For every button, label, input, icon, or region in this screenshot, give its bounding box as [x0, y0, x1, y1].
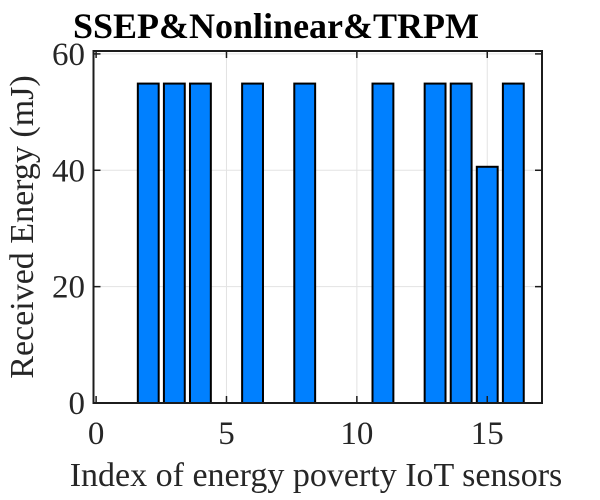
x-tick-label: 10	[340, 416, 373, 452]
bar	[136, 82, 160, 404]
bar	[371, 82, 395, 404]
bar	[188, 82, 212, 404]
y-tick-label: 0	[69, 386, 86, 422]
y-tick-label: 60	[52, 37, 85, 73]
y-tick-label: 40	[52, 153, 85, 189]
x-axis-label: Index of energy poverty IoT sensors	[70, 457, 563, 494]
axes-frame	[92, 50, 543, 404]
bar	[293, 82, 317, 404]
tick-labels: 0 5 10 15 0 20 40 60	[52, 37, 504, 452]
grid-layer	[93, 51, 542, 403]
tick-marks	[93, 51, 542, 404]
bar	[162, 82, 186, 404]
x-tick-label: 15	[471, 416, 504, 452]
bar	[423, 82, 447, 404]
bar-layer	[136, 82, 525, 404]
chart-title: SSEP&Nonlinear&TRPM	[73, 6, 479, 46]
plot-border	[92, 50, 543, 404]
bar	[475, 165, 499, 404]
y-tick-label: 20	[52, 270, 85, 306]
bar	[501, 82, 525, 404]
y-axis-label: Received Energy (mJ)	[4, 75, 41, 378]
bar	[449, 82, 473, 404]
bar	[241, 82, 264, 404]
x-tick-label: 0	[88, 416, 105, 452]
x-tick-label: 5	[218, 416, 235, 452]
